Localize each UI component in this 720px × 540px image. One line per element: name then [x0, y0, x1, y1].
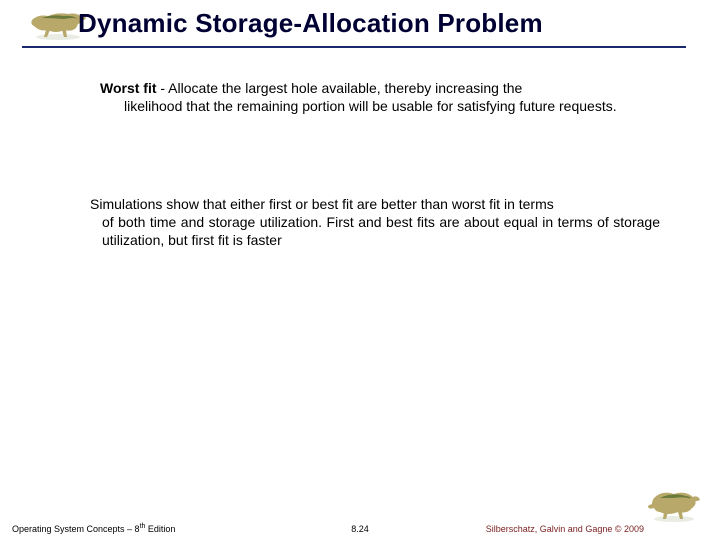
definition-first-line: - Allocate the largest hole available, t… — [157, 80, 523, 96]
footer-left-pre: Operating System Concepts – 8 — [12, 524, 140, 534]
slide-title-wrap: Dynamic Storage-Allocation Problem — [78, 8, 680, 39]
footer-left-post: Edition — [145, 524, 175, 534]
worst-fit-definition: Worst fit - Allocate the largest hole av… — [100, 80, 660, 98]
simulation-note: Simulations show that either first or be… — [90, 196, 660, 250]
footer-page-number: 8.24 — [351, 524, 369, 534]
term-label: Worst fit — [100, 80, 157, 96]
footer-book-title: Operating System Concepts – 8th Edition — [12, 523, 175, 534]
slide-footer: Operating System Concepts – 8th Edition … — [0, 520, 720, 534]
footer-copyright: Silberschatz, Galvin and Gagne © 2009 — [486, 524, 644, 534]
definition-continuation: likelihood that the remaining portion wi… — [124, 98, 660, 116]
simulation-continuation: of both time and storage utilization. Fi… — [102, 214, 660, 250]
slide-title: Dynamic Storage-Allocation Problem — [78, 8, 680, 39]
simulation-first-line: Simulations show that either first or be… — [90, 196, 660, 214]
body-content: Worst fit - Allocate the largest hole av… — [100, 80, 660, 116]
slide: { "title": "Dynamic Storage-Allocation P… — [0, 0, 720, 540]
title-underline — [22, 46, 686, 48]
dinosaur-standing-icon — [646, 482, 702, 522]
